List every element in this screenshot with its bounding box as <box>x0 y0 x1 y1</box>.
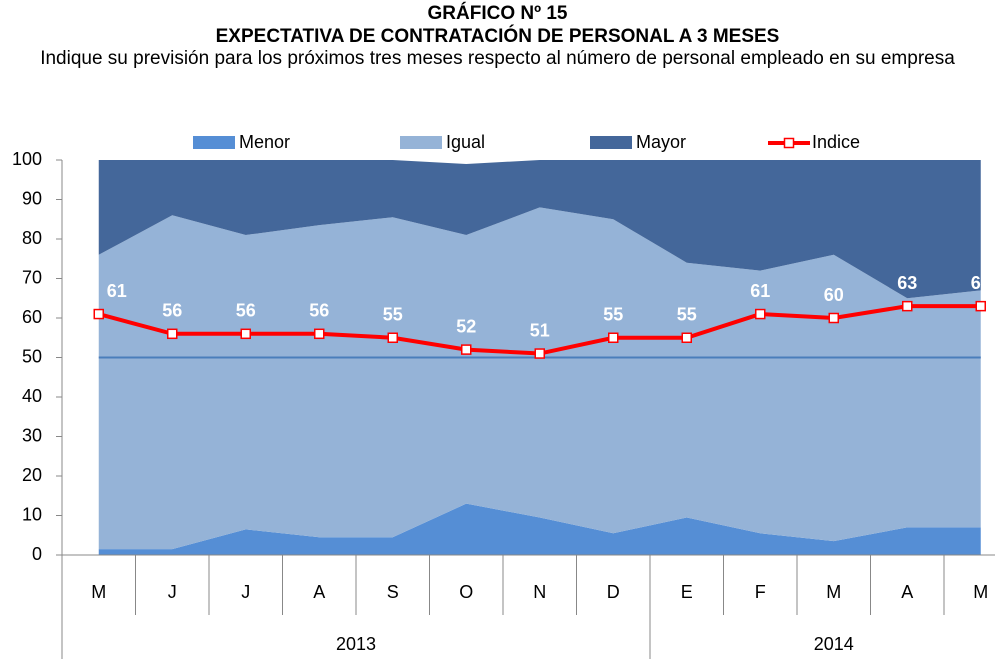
y-tick-label: 100 <box>12 149 42 169</box>
x-tick-label: D <box>607 582 620 602</box>
data-label: 61 <box>107 281 127 301</box>
x-tick-label: J <box>168 582 177 602</box>
x-tick-label: J <box>241 582 250 602</box>
x-tick-label: F <box>755 582 766 602</box>
data-label: 61 <box>750 281 770 301</box>
x-tick-label: M <box>91 582 106 602</box>
data-label: 63 <box>971 273 991 293</box>
data-label: 55 <box>677 305 697 325</box>
year-label: 2013 <box>336 634 376 654</box>
index-marker <box>314 328 325 340</box>
data-label: 60 <box>824 285 844 305</box>
y-tick-label: 80 <box>22 228 42 248</box>
legend-swatch <box>590 136 632 149</box>
index-marker <box>93 308 104 320</box>
y-tick-label: 0 <box>32 544 42 564</box>
area <box>98 160 981 299</box>
area <box>98 207 981 550</box>
x-tick-label: M <box>973 582 988 602</box>
legend-label: Mayor <box>636 132 686 152</box>
data-label: 51 <box>530 320 550 340</box>
chart-title: GRÁFICO Nº 15 <box>427 3 568 24</box>
index-marker <box>828 312 839 324</box>
chart-subtitle: EXPECTATIVA DE CONTRATACIÓN DE PERSONAL … <box>215 26 780 47</box>
data-label: 56 <box>309 301 329 321</box>
area <box>98 503 981 555</box>
y-tick-label: 60 <box>22 307 42 327</box>
index-marker <box>387 332 398 343</box>
y-tick-label: 10 <box>22 504 42 524</box>
legend-label: Menor <box>239 132 290 152</box>
index-marker <box>240 328 251 340</box>
index-marker <box>902 300 913 312</box>
y-tick-label: 40 <box>22 386 42 406</box>
data-label: 56 <box>162 301 182 321</box>
data-label: 63 <box>897 273 917 293</box>
chart-description: Indique su previsión para los próximos t… <box>40 48 955 69</box>
legend-marker <box>783 137 795 149</box>
x-tick-label: S <box>387 582 399 602</box>
x-tick-label: A <box>901 582 913 602</box>
legend-swatch <box>400 136 442 149</box>
header: GRÁFICO Nº 15 EXPECTATIVA DE CONTRATACIÓ… <box>0 2 995 69</box>
x-tick-label: A <box>313 582 325 602</box>
index-marker <box>681 332 692 343</box>
y-tick-label: 30 <box>22 425 42 445</box>
index-marker <box>608 332 619 343</box>
x-tick-label: N <box>533 582 546 602</box>
x-tick-label: O <box>459 582 473 602</box>
y-tick-label: 70 <box>22 267 42 287</box>
data-label: 56 <box>236 301 256 321</box>
y-tick-label: 90 <box>22 188 42 208</box>
data-label: 52 <box>456 316 476 336</box>
x-tick-label: E <box>681 582 693 602</box>
legend-label: Igual <box>446 132 485 152</box>
data-label: 55 <box>383 305 403 325</box>
x-tick-label: M <box>826 582 841 602</box>
y-tick-label: 50 <box>22 346 42 366</box>
index-marker <box>975 300 986 312</box>
legend-swatch <box>193 136 235 149</box>
index-marker <box>534 348 545 359</box>
year-label: 2014 <box>814 634 854 654</box>
y-tick-label: 20 <box>22 465 42 485</box>
index-marker <box>167 328 178 340</box>
index-marker <box>461 344 472 355</box>
data-label: 55 <box>603 305 623 325</box>
legend-label: Indice <box>812 132 860 152</box>
index-marker <box>755 308 766 320</box>
